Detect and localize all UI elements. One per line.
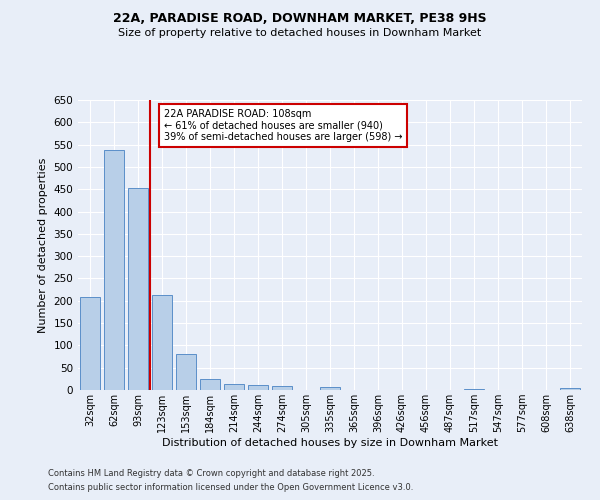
- Bar: [80, 297, 100, 390]
- Bar: [152, 296, 172, 390]
- Bar: [560, 388, 580, 390]
- Bar: [272, 386, 292, 390]
- Text: 22A, PARADISE ROAD, DOWNHAM MARKET, PE38 9HS: 22A, PARADISE ROAD, DOWNHAM MARKET, PE38…: [113, 12, 487, 26]
- X-axis label: Distribution of detached houses by size in Downham Market: Distribution of detached houses by size …: [162, 438, 498, 448]
- Text: Contains public sector information licensed under the Open Government Licence v3: Contains public sector information licen…: [48, 484, 413, 492]
- Bar: [176, 354, 196, 390]
- Text: Contains HM Land Registry data © Crown copyright and database right 2025.: Contains HM Land Registry data © Crown c…: [48, 468, 374, 477]
- Text: 22A PARADISE ROAD: 108sqm
← 61% of detached houses are smaller (940)
39% of semi: 22A PARADISE ROAD: 108sqm ← 61% of detac…: [164, 108, 402, 142]
- Bar: [464, 388, 484, 390]
- Bar: [320, 388, 340, 390]
- Bar: [224, 384, 244, 390]
- Text: Size of property relative to detached houses in Downham Market: Size of property relative to detached ho…: [118, 28, 482, 38]
- Bar: [248, 385, 268, 390]
- Bar: [104, 150, 124, 390]
- Bar: [128, 188, 148, 390]
- Bar: [200, 379, 220, 390]
- Y-axis label: Number of detached properties: Number of detached properties: [38, 158, 48, 332]
